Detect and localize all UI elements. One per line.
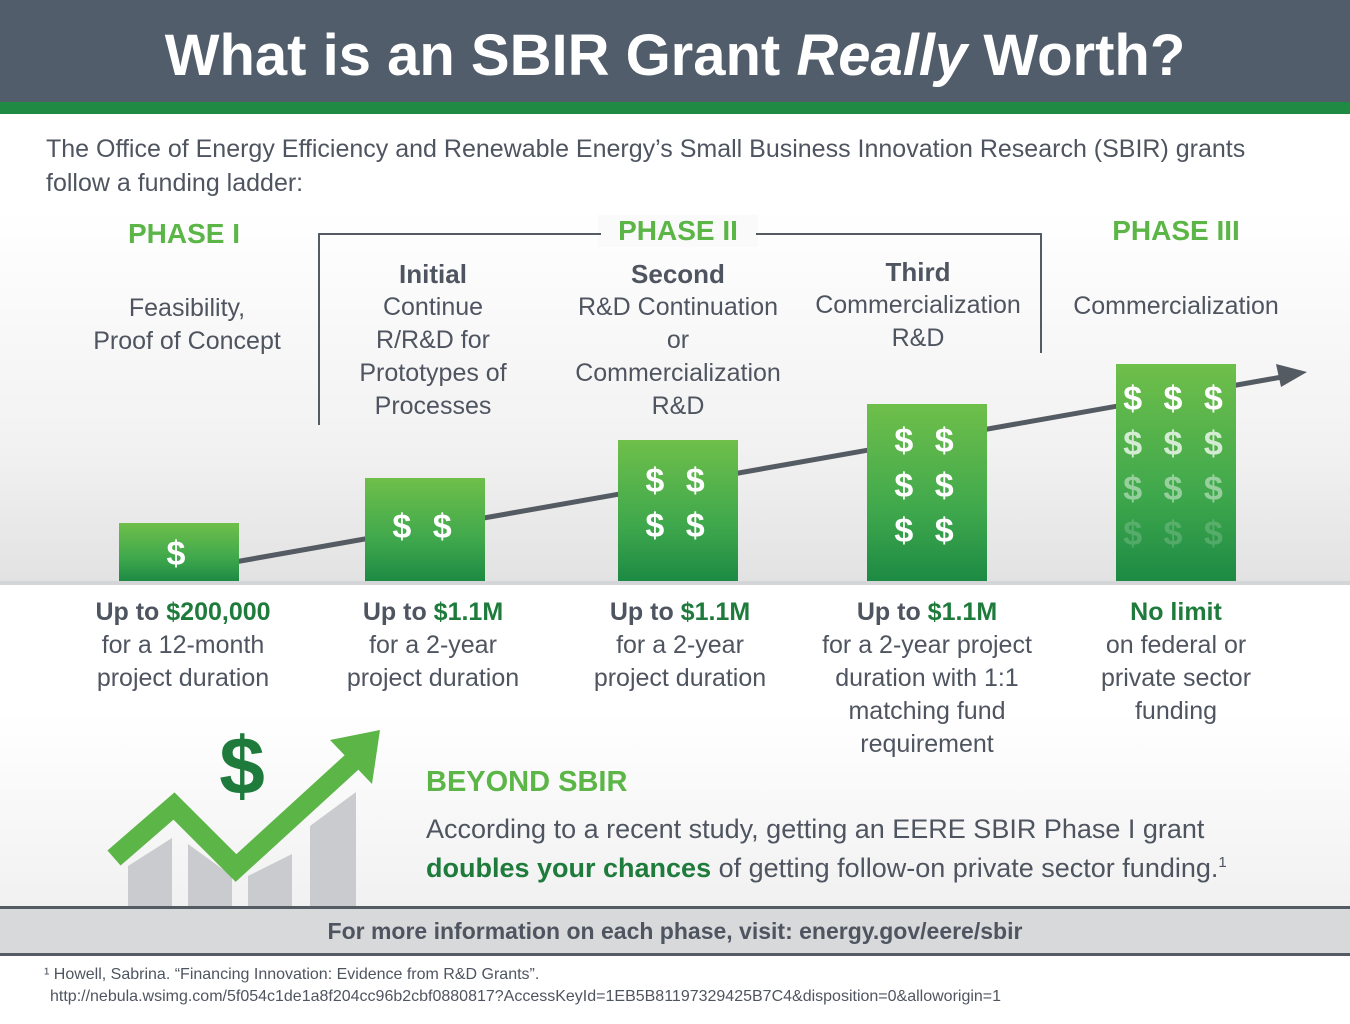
dollar-icon: $	[219, 726, 265, 812]
amount-phase-1: Up to $200,000 for a 12-month project du…	[95, 598, 271, 692]
growth-arrow-head	[330, 730, 380, 784]
beyond-sbir-heading: BEYOND SBIR	[426, 766, 628, 798]
phase-2-second-description: Second R&D Continuation or Commercializa…	[575, 259, 781, 420]
trend-arrow-head	[1276, 364, 1307, 387]
funding-bar-phase-3: $ $ $ $ $ $ $ $ $ $ $ $	[1116, 364, 1236, 581]
phase-2-heading: PHASE II	[598, 215, 758, 247]
growth-chart-column	[248, 854, 292, 906]
dollar-signs: $ $ $	[1123, 425, 1229, 463]
amount-phase-3: No limit on federal or private sector fu…	[1100, 598, 1252, 725]
funding-bar-phase-1: $	[119, 523, 239, 581]
dollar-signs: $ $ $	[1123, 380, 1229, 418]
dollar-signs: $ $	[894, 512, 960, 550]
phase-2-initial-description: Initial Continue R/R&D for Prototypes of…	[359, 259, 507, 420]
funding-bar-phase-2-initial: $ $	[365, 478, 485, 581]
phase-2-bracket-left	[318, 233, 601, 425]
dollar-signs: $ $	[894, 422, 960, 460]
footer-text: For more information on each phase, visi…	[327, 918, 800, 944]
dollar-signs: $	[166, 535, 192, 573]
phase-3-heading: PHASE III	[1112, 215, 1240, 246]
growth-arrow-line	[107, 754, 359, 882]
phase-2-bracket-right	[756, 233, 1042, 353]
dollar-signs: $ $ $	[1123, 515, 1229, 553]
amount-phase-2-third: Up to $1.1M for a 2-year project duratio…	[822, 598, 1032, 758]
phase-2-third-description: Third Commercialization R&D	[815, 257, 1021, 352]
funding-bar-phase-2-second: $ $ $ $	[618, 440, 738, 581]
title-banner: What is an SBIR Grant Really Worth?	[0, 0, 1350, 102]
amount-phase-2-second: Up to $1.1M for a 2-year project duratio…	[593, 598, 767, 692]
header-accent-stripe	[0, 102, 1350, 114]
growth-chart-column	[188, 844, 232, 906]
funding-bar-phase-2-third: $ $ $ $ $ $	[867, 404, 987, 581]
phase-1-heading: PHASE I	[127, 218, 241, 249]
dollar-signs: $ $ $	[1123, 470, 1229, 508]
intro-text: The Office of Energy Efficiency and Rene…	[46, 135, 1246, 197]
info-footer-bar: For more information on each phase, visi…	[0, 906, 1350, 956]
ladder-baseline	[0, 581, 1350, 585]
footer-link[interactable]: energy.gov/eere/sbir	[799, 918, 1023, 944]
phase-1-description: Feasibility, Proof of Concept	[93, 294, 281, 355]
dollar-signs: $ $	[645, 462, 711, 500]
growth-chart-icon: $	[107, 726, 380, 906]
beyond-sbir-text: According to a recent study, getting an …	[426, 814, 1227, 883]
dollar-signs: $ $	[392, 508, 458, 546]
footnote: ¹ Howell, Sabrina. “Financing Innovation…	[44, 966, 1002, 1005]
amount-phase-2-initial: Up to $1.1M for a 2-year project duratio…	[346, 598, 520, 692]
dollar-signs: $ $	[645, 507, 711, 545]
page-title: What is an SBIR Grant Really Worth?	[164, 23, 1186, 88]
phase-3-description: Commercialization	[1073, 292, 1279, 320]
growth-chart-column	[310, 792, 356, 906]
dollar-signs: $ $	[894, 467, 960, 505]
growth-chart-column	[128, 838, 172, 906]
